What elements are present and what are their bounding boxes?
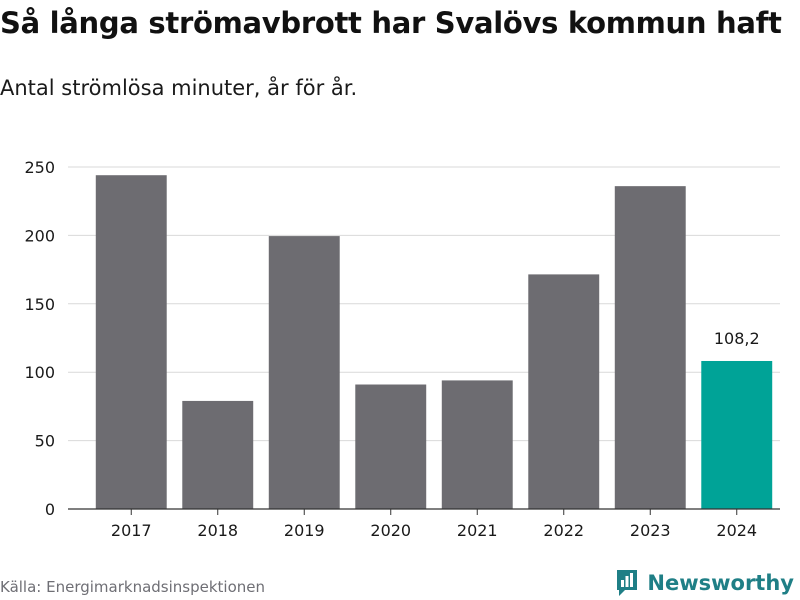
- bar-2020: [355, 384, 427, 509]
- newsworthy-icon: [617, 570, 638, 596]
- x-tick-label: 2021: [457, 521, 498, 540]
- y-tick-label: 250: [24, 158, 55, 177]
- y-tick-label: 0: [45, 500, 55, 519]
- labels: 0 50 100 150 200 250 2017 2018 2019 2020 2021 2022 2…: [24, 158, 759, 540]
- axes: [68, 508, 780, 515]
- bars: [95, 175, 773, 510]
- x-tick-label: 2019: [284, 521, 325, 540]
- x-tick-label: 2022: [543, 521, 584, 540]
- x-tick-label: 2023: [630, 521, 671, 540]
- chart-subtitle: Antal strömlösa minuter, år för år.: [0, 76, 358, 100]
- x-tick-label: 2020: [370, 521, 411, 540]
- y-tick-label: 50: [35, 432, 55, 451]
- bar-2022: [528, 274, 600, 509]
- bar-chart: 0 50 100 150 200 250 2017 2018 2019 2020 2021 2022 2…: [24, 158, 780, 540]
- bar-2024: [701, 360, 773, 509]
- data-label: 108,2: [714, 329, 760, 348]
- bar-2018: [182, 400, 254, 509]
- x-tick-label: 2017: [111, 521, 152, 540]
- x-tick-label: 2018: [197, 521, 238, 540]
- chart-title: Så långa strömavbrott har Svalövs kommun…: [0, 6, 782, 40]
- bar-2017: [95, 175, 167, 509]
- source-note: Källa: Energimarknadsinspektionen: [0, 578, 266, 596]
- y-tick-label: 150: [24, 295, 55, 314]
- bar-2021: [441, 380, 513, 509]
- brand-logo: Newsworthy: [615, 568, 794, 598]
- brand-name: Newsworthy: [647, 571, 794, 595]
- x-tick-label: 2024: [716, 521, 757, 540]
- bar-2023: [614, 186, 686, 510]
- bar-2019: [268, 236, 340, 510]
- y-tick-label: 200: [24, 226, 55, 245]
- y-tick-label: 100: [24, 363, 55, 382]
